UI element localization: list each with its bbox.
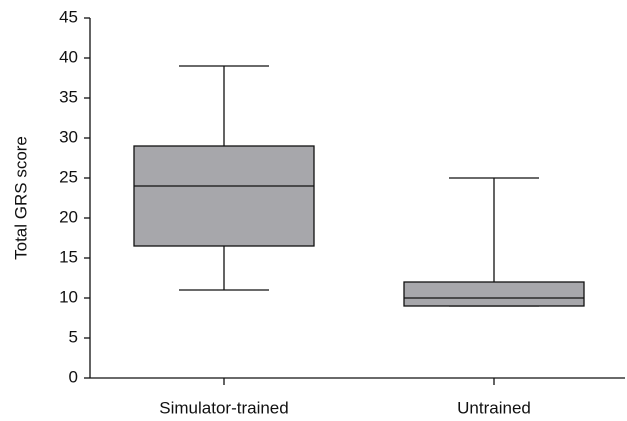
y-tick-label: 40: [59, 47, 78, 66]
y-tick-label: 15: [59, 247, 78, 266]
y-tick-label: 35: [59, 87, 78, 106]
y-tick-label: 10: [59, 287, 78, 306]
y-axis-label: Total GRS score: [11, 136, 30, 260]
y-tick-label: 30: [59, 127, 78, 146]
y-tick-label: 25: [59, 167, 78, 186]
y-tick-label: 45: [59, 7, 78, 26]
x-tick-label: Untrained: [457, 398, 531, 417]
y-tick-label: 0: [69, 367, 78, 386]
box: [133, 145, 315, 247]
box: [403, 281, 585, 307]
y-tick-label: 5: [69, 327, 78, 346]
y-tick-label: 20: [59, 207, 78, 226]
x-tick-label: Simulator-trained: [159, 398, 288, 417]
